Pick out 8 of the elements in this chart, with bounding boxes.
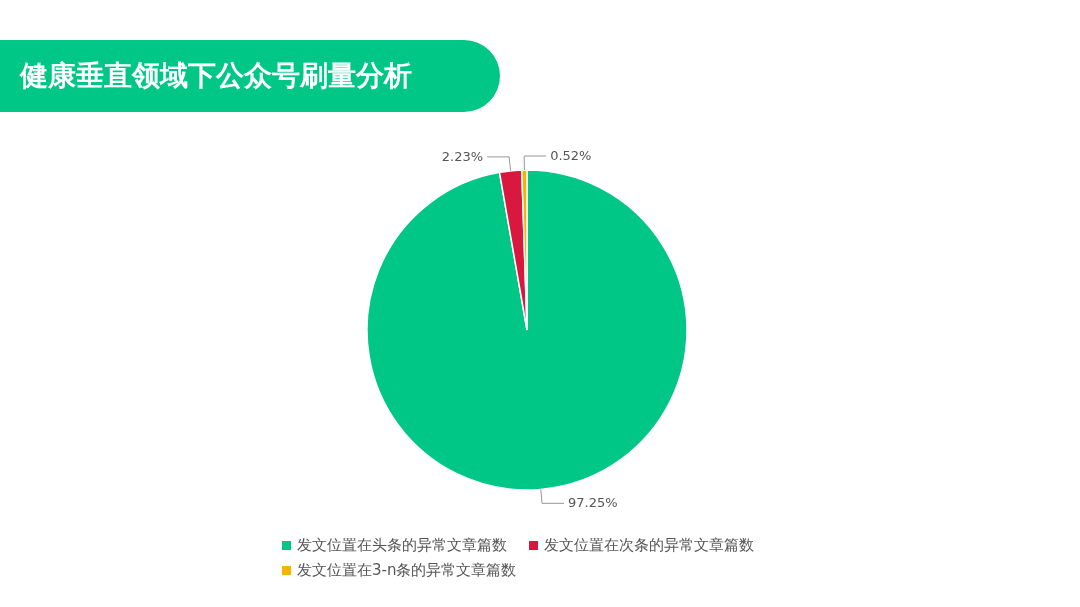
pie-slice — [366, 169, 688, 491]
legend-label: 发文位置在头条的异常文章篇数 — [297, 536, 507, 555]
legend-label: 发文位置在次条的异常文章篇数 — [544, 536, 754, 555]
data-label: 97.25% — [568, 495, 618, 511]
data-label: 0.52% — [550, 148, 592, 164]
legend-label: 发文位置在3-n条的异常文章篇数 — [297, 561, 517, 580]
chart-title: 健康垂直领域下公众号刷量分析 — [0, 40, 500, 112]
data-label: 2.23% — [441, 148, 484, 164]
